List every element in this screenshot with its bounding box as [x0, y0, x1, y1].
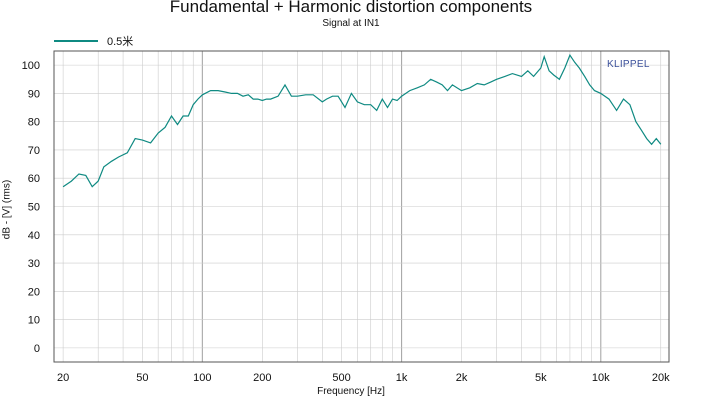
x-tick-label: 20k [652, 372, 670, 384]
brand-label: KLIPPEL [607, 59, 650, 70]
x-tick-label: 5k [535, 372, 547, 384]
legend-label: 0.5米 [107, 36, 134, 48]
x-tick-label: 2k [456, 372, 468, 384]
x-tick-labels: 20 50 100 200 500 1k 2k 5k 10k 20k [57, 372, 670, 384]
x-tick-label: 200 [253, 372, 271, 384]
y-tick-label: 0 [34, 343, 40, 355]
x-tick-label: 500 [332, 372, 350, 384]
y-tick-label: 60 [28, 173, 40, 185]
y-tick-label: 90 [28, 88, 40, 100]
legend-swatch [54, 40, 98, 42]
x-tick-label: 10k [592, 372, 610, 384]
y-tick-label: 20 [28, 286, 40, 298]
grid-major [54, 64, 669, 349]
chart-subtitle: Signal at IN1 [322, 18, 380, 29]
y-tick-labels: 0 10 20 30 40 50 60 70 80 90 100 [22, 60, 40, 355]
chart-title: Fundamental + Harmonic distortion compon… [169, 0, 533, 16]
x-tick-label: 20 [57, 372, 69, 384]
y-tick-label: 40 [28, 230, 40, 242]
x-tick-label: 100 [193, 372, 211, 384]
y-tick-label: 50 [28, 202, 40, 214]
x-tick-label: 1k [396, 372, 408, 384]
plot-frame [53, 50, 670, 363]
y-tick-label: 30 [28, 258, 40, 270]
series-line-0 [62, 53, 662, 188]
y-tick-label: 70 [28, 145, 40, 157]
y-tick-label: 80 [28, 117, 40, 129]
x-axis-label: Frequency [Hz] [317, 386, 385, 397]
x-tick-label: 50 [136, 372, 148, 384]
y-tick-label: 10 [28, 315, 40, 327]
y-axis-label: dB - [V] (rms) [1, 179, 13, 240]
y-tick-label: 100 [22, 60, 40, 72]
